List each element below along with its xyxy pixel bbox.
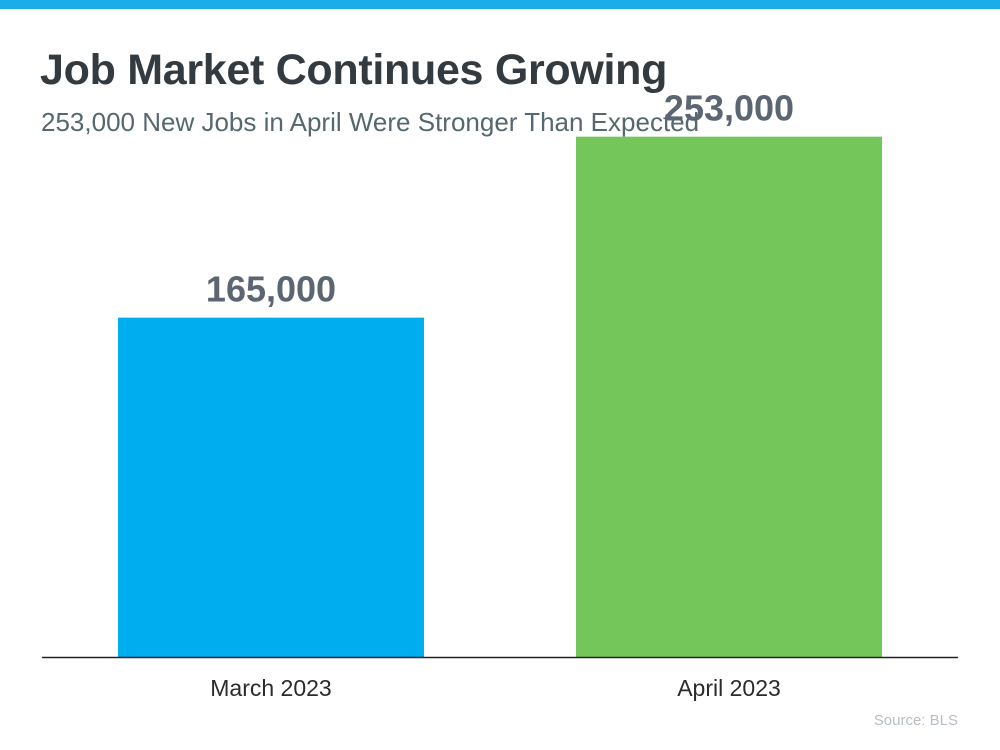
bar-march-2023	[118, 317, 424, 657]
bar-april-2023	[576, 136, 882, 657]
data-label: 253,000	[664, 88, 794, 129]
chart-subtitle: 253,000 New Jobs in April Were Stronger …	[41, 107, 700, 137]
top-accent-bar	[0, 0, 1000, 9]
source-note: Source: BLS	[873, 712, 958, 729]
chart-title: Job Market Continues Growing	[40, 46, 668, 94]
x-tick-label: April 2023	[677, 675, 781, 701]
x-tick-label: March 2023	[210, 675, 331, 701]
data-label: 165,000	[206, 269, 336, 310]
